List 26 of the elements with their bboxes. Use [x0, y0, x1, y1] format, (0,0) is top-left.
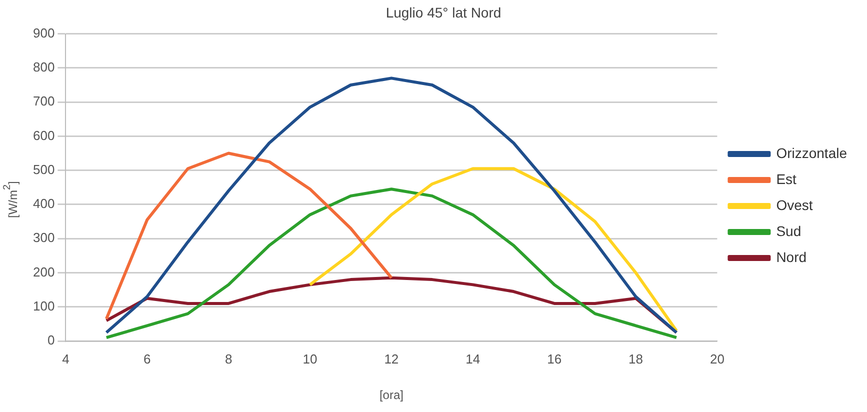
legend-label: Est — [776, 170, 797, 187]
y-tick-label: 300 — [32, 230, 55, 246]
y-tick-label: 0 — [47, 332, 55, 348]
y-tick-label: 700 — [32, 94, 55, 109]
x-tick-label: 16 — [547, 351, 562, 366]
y-tick-label: 800 — [32, 60, 55, 75]
x-axis-title: [ora] — [379, 388, 404, 402]
x-tick-label: 14 — [466, 351, 480, 366]
y-tick-label: 400 — [32, 196, 55, 212]
legend-label: Ovest — [776, 196, 813, 213]
x-tick-label: 6 — [144, 351, 151, 366]
legend-label: Sud — [776, 222, 802, 239]
y-tick-label: 900 — [32, 25, 55, 40]
y-tick-label: 500 — [32, 162, 55, 177]
y-tick-label: 200 — [32, 264, 55, 280]
x-tick-label: 10 — [302, 351, 318, 366]
x-tick-label: 20 — [710, 351, 724, 366]
legend-label: Orizzontale — [776, 144, 848, 161]
x-tick-label: 8 — [224, 351, 232, 366]
x-tick-label: 18 — [628, 351, 643, 366]
x-tick-label: 12 — [384, 351, 399, 366]
y-tick-label: 100 — [32, 298, 55, 314]
chart-title: Luglio 45° lat Nord — [386, 4, 502, 20]
y-tick-label: 600 — [32, 128, 55, 143]
x-tick-label: 4 — [62, 351, 70, 366]
legend-label: Nord — [776, 248, 807, 265]
